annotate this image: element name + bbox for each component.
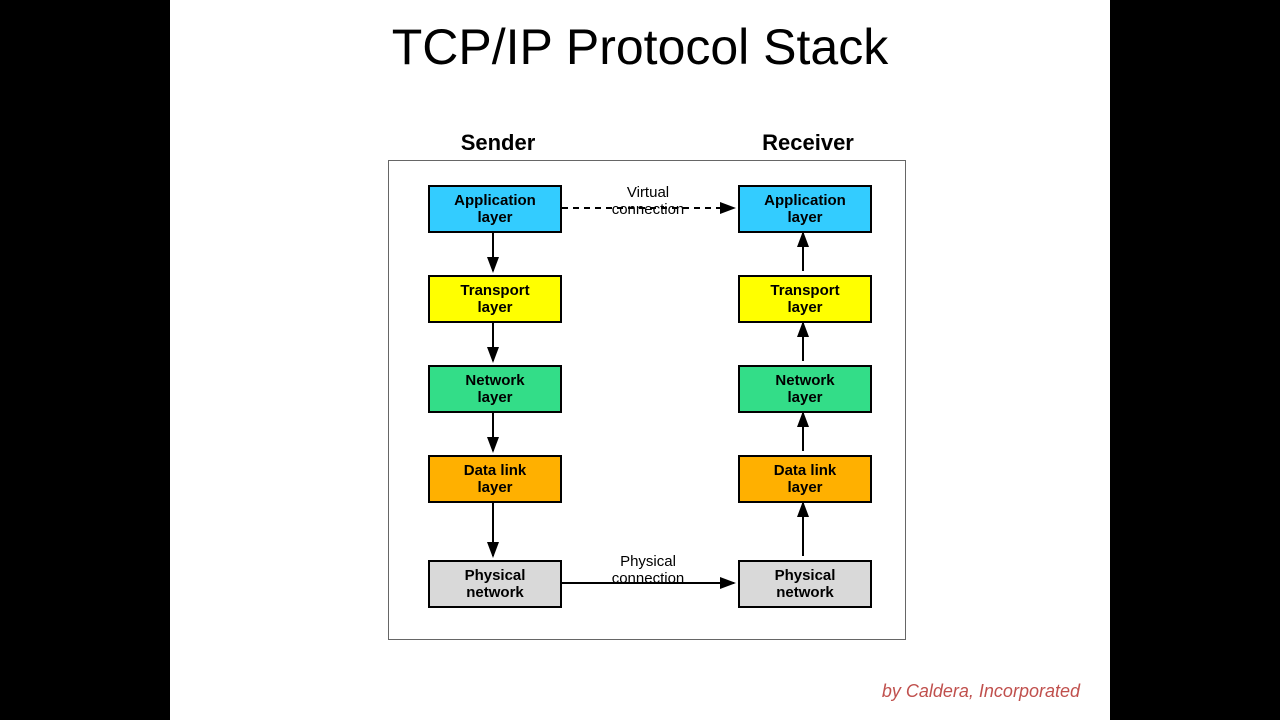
receiver-application-layer: Applicationlayer [738, 185, 872, 233]
receiver-transport-layer: Transportlayer [738, 275, 872, 323]
physical-connection-label: Physical connection [578, 554, 718, 587]
page-title: TCP/IP Protocol Stack [170, 18, 1110, 76]
sender-physical-network: Physicalnetwork [428, 560, 562, 608]
receiver-datalink-layer: Data linklayer [738, 455, 872, 503]
receiver-physical-network: Physicalnetwork [738, 560, 872, 608]
receiver-network-layer: Networklayer [738, 365, 872, 413]
sender-network-layer: Networklayer [428, 365, 562, 413]
header-receiver: Receiver [728, 130, 888, 156]
diagram: Sender Receiver Applicationlayer Transpo… [388, 130, 908, 660]
slide: TCP/IP Protocol Stack Sender Receiver Ap… [170, 0, 1110, 720]
credit-text: by Caldera, Incorporated [882, 681, 1080, 702]
sender-application-layer: Applicationlayer [428, 185, 562, 233]
virtual-connection-label: Virtual connection [578, 185, 718, 218]
header-sender: Sender [418, 130, 578, 156]
sender-transport-layer: Transportlayer [428, 275, 562, 323]
sender-datalink-layer: Data linklayer [428, 455, 562, 503]
